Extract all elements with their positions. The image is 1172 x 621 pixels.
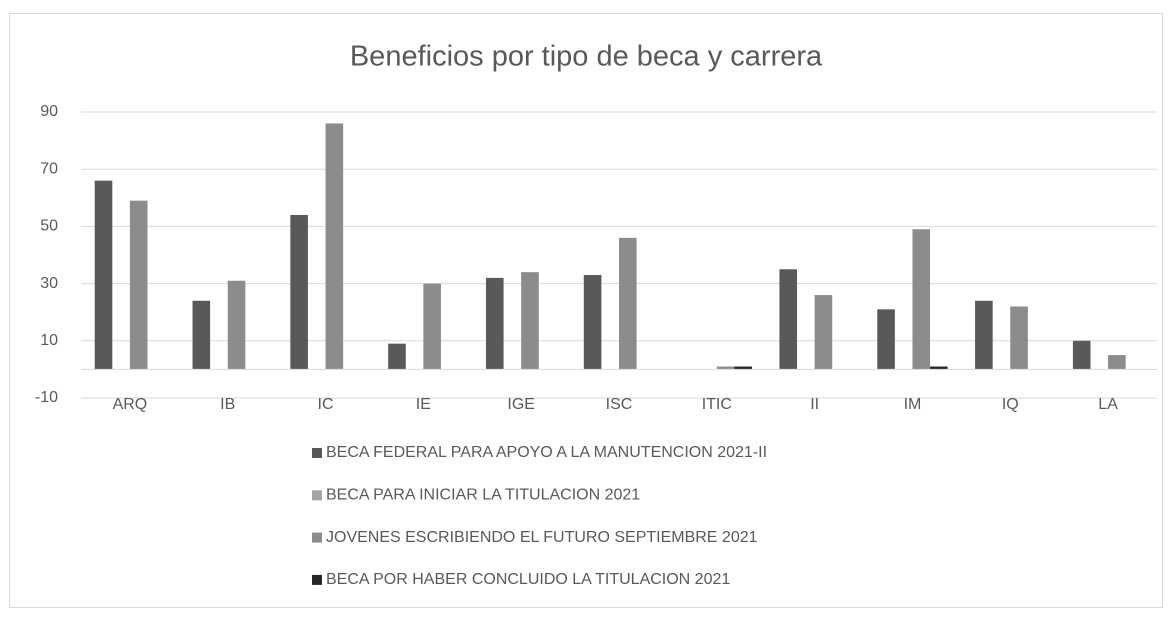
bar (227, 280, 246, 370)
bar (975, 300, 993, 370)
bar (912, 229, 931, 370)
x-tick-label: IE (416, 396, 431, 413)
x-tick-label: ISC (606, 396, 633, 413)
bar (94, 180, 113, 370)
bar (325, 123, 344, 370)
bar (192, 300, 211, 370)
legend-swatch (312, 574, 322, 585)
bar (423, 283, 441, 370)
x-tick-label: IC (318, 396, 334, 413)
bar (521, 272, 539, 370)
x-tick-label: LA (1098, 396, 1118, 413)
x-tick-label: ARQ (113, 396, 148, 413)
bar (814, 295, 833, 370)
bar (1010, 306, 1028, 370)
bar (877, 309, 895, 370)
legend-label: BECA PARA INICIAR LA TITULACION 2021 (326, 487, 640, 504)
y-tick-label: 90 (40, 103, 58, 120)
x-tick-label: IB (220, 396, 235, 413)
bar (290, 214, 308, 370)
legend-label: BECA FEDERAL PARA APOYO A LA MANUTENCION… (326, 444, 767, 461)
bar (1108, 355, 1126, 370)
y-tick-label: -10 (35, 389, 58, 406)
bar (485, 277, 504, 370)
bar (619, 237, 637, 370)
bar (1072, 340, 1091, 370)
legend-swatch (312, 490, 322, 501)
bar (930, 366, 948, 370)
legend-swatch (312, 532, 322, 543)
y-tick-label: 50 (40, 218, 58, 235)
x-tick-label: ITIC (702, 396, 732, 413)
legend-label: BECA POR HABER CONCLUIDO LA TITULACION 2… (326, 571, 730, 588)
y-tick-label: 70 (40, 160, 58, 177)
x-tick-label: IM (904, 396, 922, 413)
x-tick-label: IQ (1002, 396, 1019, 413)
legend-swatch (312, 448, 322, 458)
bar (129, 200, 148, 370)
bar (734, 366, 753, 370)
bar (716, 366, 735, 370)
legend-label: JOVENES ESCRIBIENDO EL FUTURO SEPTIEMBRE… (326, 529, 758, 546)
y-tick-label: 30 (40, 275, 58, 292)
x-tick-label: II (810, 396, 819, 413)
chart-title: Beneficios por tipo de beca y carrera (350, 41, 823, 73)
bar (388, 343, 406, 370)
bar (779, 269, 798, 370)
bar (583, 275, 602, 370)
x-tick-label: IGE (507, 396, 535, 413)
y-tick-label: 10 (40, 332, 58, 349)
